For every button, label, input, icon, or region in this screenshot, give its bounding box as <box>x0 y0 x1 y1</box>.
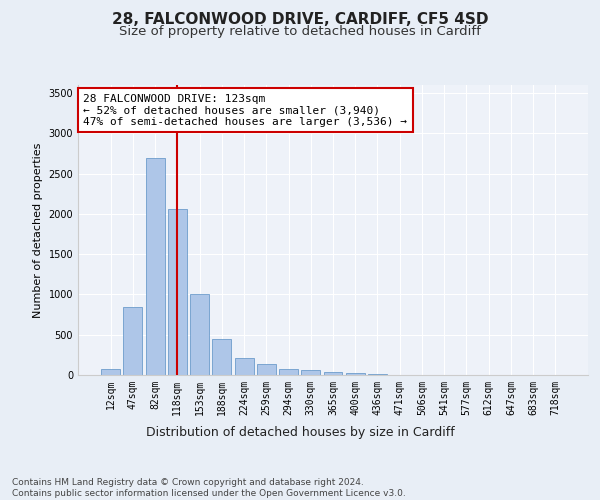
Bar <box>168 209 187 375</box>
Bar <box>346 372 365 375</box>
Text: Distribution of detached houses by size in Cardiff: Distribution of detached houses by size … <box>146 426 454 439</box>
Text: Contains HM Land Registry data © Crown copyright and database right 2024.
Contai: Contains HM Land Registry data © Crown c… <box>12 478 406 498</box>
Bar <box>101 368 120 375</box>
Bar <box>323 372 343 375</box>
Bar <box>146 158 164 375</box>
Y-axis label: Number of detached properties: Number of detached properties <box>33 142 43 318</box>
Bar <box>368 374 387 375</box>
Text: 28 FALCONWOOD DRIVE: 123sqm
← 52% of detached houses are smaller (3,940)
47% of : 28 FALCONWOOD DRIVE: 123sqm ← 52% of det… <box>83 94 407 127</box>
Bar <box>190 294 209 375</box>
Bar <box>235 358 254 375</box>
Bar <box>301 370 320 375</box>
Text: Size of property relative to detached houses in Cardiff: Size of property relative to detached ho… <box>119 25 481 38</box>
Text: 28, FALCONWOOD DRIVE, CARDIFF, CF5 4SD: 28, FALCONWOOD DRIVE, CARDIFF, CF5 4SD <box>112 12 488 28</box>
Bar <box>124 306 142 375</box>
Bar <box>257 364 276 375</box>
Bar <box>212 339 231 375</box>
Bar <box>279 368 298 375</box>
